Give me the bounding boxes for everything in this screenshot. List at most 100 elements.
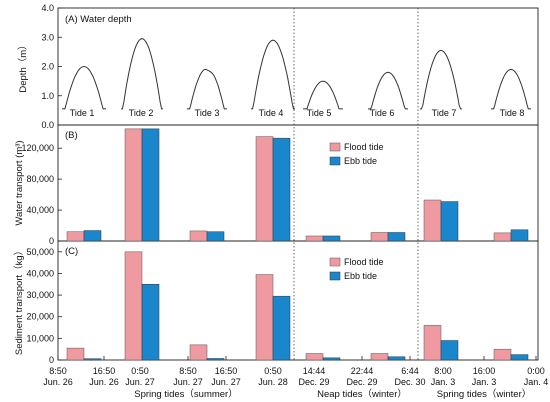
flood-tide-bar	[305, 235, 324, 242]
x-date-label: Jan. 3	[431, 377, 456, 387]
tide-label: Tide 8	[500, 108, 525, 118]
legend-swatch	[329, 156, 341, 166]
y-tick-label: 0	[49, 355, 54, 365]
flood-tide-bar	[370, 232, 389, 242]
flood-tide-bar	[370, 353, 389, 361]
ebb-tide-bar	[440, 340, 459, 361]
y-tick-label: 4.0	[41, 3, 54, 13]
ebb-tide-bar	[206, 231, 225, 242]
water-depth-curve	[187, 68, 227, 110]
flood-tide-bar	[124, 251, 143, 361]
y-tick-label: 0.0	[41, 120, 54, 130]
x-date-label: Dec. 29	[298, 377, 329, 387]
ebb-tide-bar	[510, 354, 529, 361]
ebb-tide-bar	[141, 284, 160, 361]
flood-tide-bar	[189, 230, 208, 242]
water-depth-curve	[368, 71, 408, 110]
x-date-label: Jun. 27	[125, 377, 155, 387]
water-depth-curve	[491, 68, 531, 110]
y-tick-label: 20,000	[26, 312, 54, 322]
x-time-label: 0:50	[264, 366, 282, 376]
flood-tide-bar	[423, 199, 442, 242]
chart-labels: 0.0 1.0 2.0 3.0 4.0 (A) Water depth Tide 1 Tide…	[13, 3, 548, 400]
flood-tide-bar	[189, 344, 208, 361]
y-tick-label: 1.0	[41, 91, 54, 101]
y-tick-label: 40,000	[26, 268, 54, 278]
tide-label: Tide 1	[70, 108, 95, 118]
x-time-label: 22:44	[351, 366, 374, 376]
period-label: Spring tides（summer）	[134, 388, 237, 400]
y-tick-label: 50,000	[26, 247, 54, 257]
ebb-tide-bar	[272, 295, 291, 361]
tide-label: Tide 7	[432, 108, 457, 118]
water-depth-curve	[62, 65, 106, 110]
y-tick-label: 0	[49, 236, 54, 246]
x-time-label: 16:50	[215, 366, 238, 376]
tide-label: Tide 6	[370, 108, 395, 118]
legend-label: Flood tide	[344, 142, 384, 152]
x-time-label: 8:50	[49, 366, 67, 376]
water-depth-curve	[121, 38, 163, 110]
x-time-label: 16:00	[473, 366, 496, 376]
tide-label: Tide 2	[129, 108, 154, 118]
tide-label: Tide 3	[195, 108, 220, 118]
chart-marks	[62, 38, 531, 361]
x-date-label: Jun. 26	[89, 377, 119, 387]
x-time-label: 0:00	[527, 366, 545, 376]
flood-tide-bar	[124, 128, 143, 242]
legend-label: Flood tide	[344, 257, 384, 267]
water-depth-curve	[420, 49, 462, 110]
x-time-label: 14:44	[303, 366, 326, 376]
period-label: Spring tides（winter）	[437, 388, 532, 400]
flood-tide-bar	[66, 347, 85, 361]
y-axis-title: Water transport (m³)	[14, 140, 25, 225]
ebb-tide-bar	[206, 358, 225, 361]
panel-label: (C)	[65, 246, 78, 257]
panel-frames	[57, 7, 539, 361]
ebb-tide-bar	[322, 235, 341, 242]
x-date-label: Jun. 27	[211, 377, 241, 387]
water-depth-curve	[303, 80, 343, 110]
y-tick-label: 10,000	[26, 333, 54, 343]
flood-tide-bar	[423, 325, 442, 361]
legend-swatch	[329, 257, 341, 267]
tide-label: Tide 4	[259, 108, 284, 118]
ebb-tide-bar	[387, 232, 406, 242]
x-date-label: Jun. 27	[173, 377, 203, 387]
flood-tide-bar	[493, 232, 512, 242]
y-tick-label: 40,000	[26, 205, 54, 215]
legend-swatch	[329, 271, 341, 281]
ebb-tide-bar	[387, 356, 406, 361]
period-label: Neap tides（winter）	[317, 388, 407, 400]
x-date-label: Dec. 30	[394, 377, 425, 387]
ebb-tide-bar	[83, 358, 102, 361]
ebb-tide-bar	[510, 229, 529, 242]
x-time-label: 6:44	[401, 366, 419, 376]
flood-tide-bar	[305, 353, 324, 361]
ebb-tide-bar	[272, 137, 291, 242]
ebb-tide-bar	[322, 357, 341, 361]
x-date-label: Jan. 4	[524, 377, 549, 387]
ebb-tide-bar	[440, 201, 459, 242]
x-time-label: 0:50	[131, 366, 149, 376]
tide-label: Tide 5	[307, 108, 332, 118]
x-time-label: 8:50	[179, 366, 197, 376]
panel-frame-2	[57, 240, 539, 361]
x-date-label: Jun. 28	[258, 377, 288, 387]
flood-tide-bar	[255, 136, 274, 242]
flood-tide-bar	[255, 274, 274, 361]
y-tick-label: 2.0	[41, 62, 54, 72]
y-axis-title: Depth（m）	[17, 40, 29, 92]
x-time-label: 16:50	[93, 366, 116, 376]
y-tick-label: 80,000	[26, 174, 54, 184]
flood-tide-bar	[493, 348, 512, 361]
legend-label: Ebb tide	[344, 271, 377, 281]
y-axis-title: Sediment transport（kg）	[13, 246, 25, 355]
legend-label: Ebb tide	[344, 156, 377, 166]
ebb-tide-bar	[141, 128, 160, 242]
ebb-tide-bar	[83, 230, 102, 242]
x-date-label: Dec. 29	[346, 377, 377, 387]
flood-tide-bar	[66, 231, 85, 242]
panel-a-label: (A) Water depth	[65, 14, 132, 25]
